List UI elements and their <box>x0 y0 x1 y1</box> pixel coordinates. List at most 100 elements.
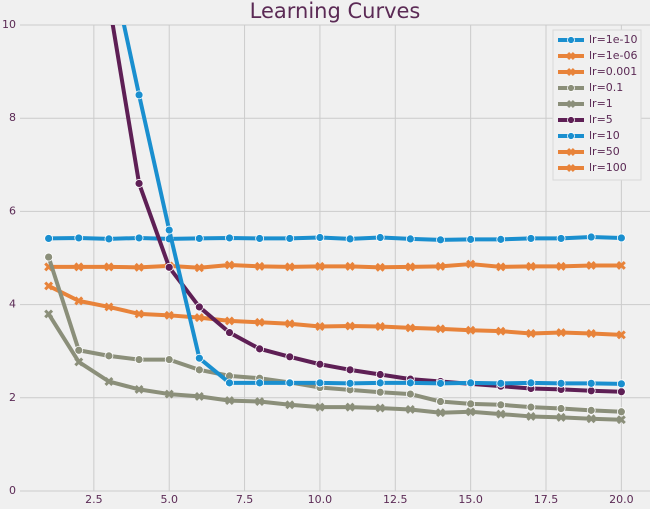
marker <box>44 281 54 291</box>
marker <box>466 259 476 269</box>
marker <box>586 260 596 270</box>
legend-marker <box>566 147 576 157</box>
marker <box>586 386 596 396</box>
legend-label: lr=0.1 <box>589 81 623 94</box>
marker <box>225 260 234 270</box>
legend-marker <box>566 163 576 173</box>
marker <box>405 378 415 388</box>
marker <box>616 415 626 425</box>
marker <box>225 328 234 337</box>
marker <box>315 322 325 331</box>
marker <box>405 389 415 399</box>
marker <box>225 233 234 243</box>
legend-label: lr=1 <box>589 97 613 110</box>
marker <box>345 365 355 375</box>
marker <box>44 234 54 243</box>
legend-label: lr=0.001 <box>589 65 637 78</box>
x-tick-label: 17.5 <box>534 493 559 506</box>
marker <box>556 404 566 413</box>
marker <box>405 262 415 272</box>
marker <box>466 399 476 409</box>
marker <box>345 402 355 412</box>
legend-label: lr=5 <box>589 113 613 126</box>
marker <box>496 409 506 419</box>
marker <box>255 397 265 406</box>
marker <box>104 351 114 361</box>
marker <box>375 233 385 242</box>
marker <box>496 262 506 272</box>
marker <box>104 377 114 386</box>
marker <box>285 400 295 410</box>
marker <box>255 234 265 243</box>
marker <box>345 234 355 244</box>
legend-marker <box>567 84 575 92</box>
x-tick-label: 20.0 <box>609 493 634 506</box>
marker <box>74 233 84 243</box>
marker <box>616 407 626 417</box>
marker <box>405 323 415 333</box>
series-line <box>48 262 622 270</box>
marker <box>466 234 476 244</box>
marker <box>345 378 355 388</box>
marker <box>436 324 445 334</box>
marker <box>345 321 355 331</box>
y-tick-label: 4 <box>9 298 16 311</box>
marker <box>194 234 204 243</box>
y-tick-label: 6 <box>9 204 16 217</box>
marker <box>375 322 385 331</box>
legend-marker <box>567 116 575 124</box>
marker <box>616 260 626 270</box>
legend-label: lr=10 <box>589 129 620 142</box>
marker <box>285 352 295 362</box>
series-line <box>47 284 622 337</box>
marker <box>225 378 234 388</box>
marker <box>44 309 54 319</box>
marker <box>466 407 476 417</box>
legend-marker <box>566 67 576 77</box>
marker <box>255 261 265 271</box>
marker <box>616 330 626 340</box>
marker <box>164 262 174 272</box>
legend-marker <box>566 99 576 109</box>
x-tick-label: 15.0 <box>458 493 483 506</box>
marker <box>134 90 144 100</box>
marker <box>134 355 144 364</box>
marker <box>164 389 174 399</box>
marker <box>315 261 325 271</box>
marker <box>74 357 84 367</box>
marker <box>405 404 415 414</box>
x-tick-label: 12.5 <box>383 493 408 506</box>
marker <box>255 378 265 388</box>
marker <box>496 378 506 388</box>
marker <box>315 378 325 388</box>
y-tick-label: 2 <box>9 391 16 404</box>
marker <box>436 261 445 271</box>
marker <box>526 234 536 243</box>
marker <box>556 234 566 243</box>
legend-label: lr=1e-10 <box>589 33 638 46</box>
marker <box>164 355 174 364</box>
marker <box>436 397 445 406</box>
marker <box>194 353 204 363</box>
marker <box>194 391 204 401</box>
marker <box>375 262 385 272</box>
marker <box>255 344 265 354</box>
marker <box>526 378 536 388</box>
marker <box>375 403 385 413</box>
marker <box>556 378 566 388</box>
y-tick-label: 8 <box>9 111 16 124</box>
series-line <box>110 25 622 394</box>
marker <box>194 313 204 323</box>
marker <box>586 329 596 338</box>
series-line <box>48 235 622 242</box>
chart-title: Learning Curves <box>250 0 421 23</box>
marker <box>405 234 415 244</box>
marker <box>74 262 84 272</box>
marker <box>375 370 385 379</box>
marker <box>466 378 476 388</box>
marker <box>134 262 144 272</box>
marker <box>586 378 596 388</box>
marker <box>466 325 476 335</box>
marker <box>164 225 174 235</box>
